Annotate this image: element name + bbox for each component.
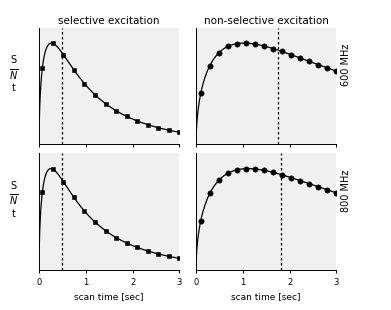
Text: 600 MHz: 600 MHz (341, 44, 351, 86)
Text: 800 MHz: 800 MHz (341, 169, 351, 211)
X-axis label: scan time [sec]: scan time [sec] (74, 293, 144, 302)
Text: S: S (11, 181, 17, 191)
Text: $\overline{N}$: $\overline{N}$ (9, 67, 18, 82)
X-axis label: scan time [sec]: scan time [sec] (231, 293, 301, 302)
Title: non-selective excitation: non-selective excitation (204, 16, 328, 26)
Title: selective excitation: selective excitation (58, 16, 160, 26)
Text: $\overline{N}$: $\overline{N}$ (9, 193, 18, 207)
Text: t: t (12, 83, 16, 93)
Text: S: S (11, 55, 17, 65)
Text: t: t (12, 209, 16, 219)
